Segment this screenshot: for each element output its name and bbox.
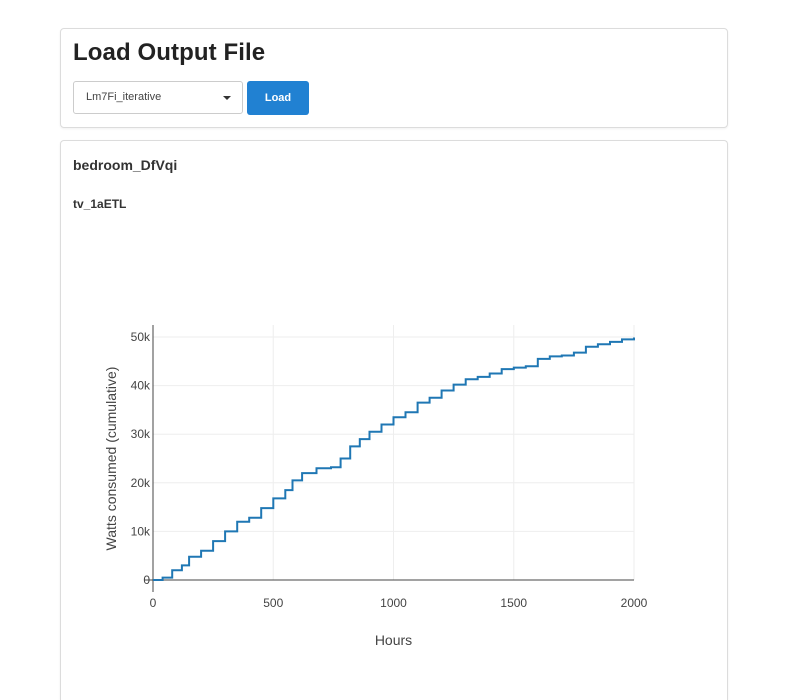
x-tick-label: 1500 — [500, 596, 527, 610]
x-axis-title: Hours — [375, 632, 412, 648]
output-file-select-value: Lm7Fi_iterative — [86, 91, 162, 103]
x-tick-label: 1000 — [380, 596, 407, 610]
y-tick-label: 30k — [131, 427, 151, 441]
caret-down-icon — [223, 96, 231, 100]
y-tick-labels: 0 10k 20k 30k 40k 50k — [131, 330, 151, 587]
x-tick-label: 0 — [150, 596, 157, 610]
y-axis-title: Watts consumed (cumulative) — [103, 367, 119, 551]
series-line — [153, 337, 635, 581]
page-title: Load Output File — [73, 39, 266, 66]
load-panel: Load Output File Lm7Fi_iterative Load — [60, 28, 728, 128]
y-tick-label: 40k — [131, 379, 151, 393]
device-title: tv_1aETL — [73, 197, 127, 211]
x-tick-labels: 0 500 1000 1500 2000 — [150, 596, 648, 610]
y-tick-label: 20k — [131, 476, 151, 490]
room-title: bedroom_DfVqi — [73, 157, 178, 173]
output-file-select[interactable]: Lm7Fi_iterative — [73, 81, 243, 114]
load-button[interactable]: Load — [247, 81, 309, 115]
y-tick-label: 10k — [131, 524, 151, 538]
y-tick-label: 50k — [131, 330, 151, 344]
x-tick-label: 2000 — [621, 596, 648, 610]
y-grid — [153, 336, 634, 532]
y-tick-label: 0 — [143, 573, 150, 587]
x-tick-label: 500 — [263, 596, 283, 610]
